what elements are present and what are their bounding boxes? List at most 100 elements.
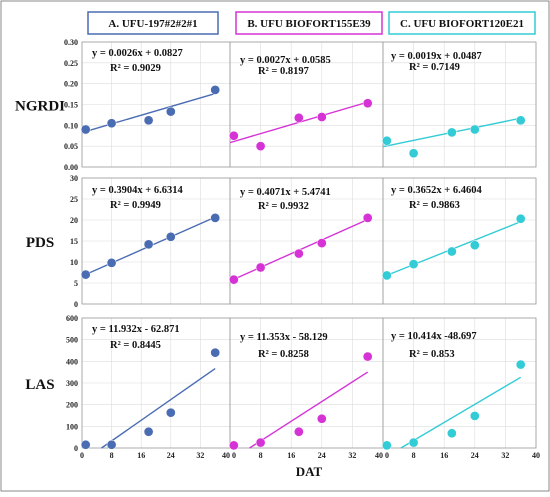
- r-squared-label: R² = 0.8258: [258, 349, 309, 360]
- r-squared-label: R² = 0.9863: [409, 200, 460, 211]
- y-tick-label: 100: [66, 422, 78, 431]
- y-tick-label: 30: [70, 174, 78, 183]
- y-tick-label: 25: [70, 195, 78, 204]
- data-point: [294, 112, 304, 123]
- regression-equation: y = 0.0026x + 0.0827: [92, 48, 183, 59]
- data-point: [106, 118, 117, 129]
- data-point: [143, 426, 154, 437]
- y-tick-label: 200: [66, 401, 78, 410]
- column-header-title-2: B. UFU BIOFORT155E39: [247, 18, 371, 30]
- data-point: [381, 270, 392, 281]
- regression-equation: y = 0.3652x + 6.4604: [391, 185, 482, 196]
- r-squared-label: R² = 0.853: [409, 349, 455, 360]
- row-label-las: LAS: [25, 377, 54, 393]
- data-point: [469, 124, 480, 135]
- x-tick-label: 0: [80, 451, 84, 460]
- data-point: [294, 426, 304, 437]
- x-tick-label: 32: [348, 451, 356, 460]
- data-point: [80, 269, 91, 280]
- x-tick-label: 24: [471, 451, 479, 460]
- regression-equation: y = 0.3904x + 6.6314: [92, 185, 183, 196]
- data-point: [447, 428, 457, 439]
- y-tick-label: 5: [74, 279, 78, 288]
- x-tick-label: 40: [532, 451, 540, 460]
- y-tick-label: 0.00: [64, 163, 78, 172]
- row-label-ngrdi: NGRDI: [15, 99, 65, 115]
- data-point: [362, 351, 373, 362]
- r-squared-label: R² = 0.7149: [409, 62, 460, 73]
- x-axis-label: DAT: [296, 464, 323, 479]
- data-point: [408, 437, 419, 448]
- panel-frame: [382, 317, 537, 449]
- r-squared-label: R² = 0.9949: [110, 200, 161, 211]
- x-tick-label: 24: [167, 451, 175, 460]
- data-point: [80, 439, 91, 450]
- data-point: [515, 213, 526, 224]
- data-point: [447, 246, 457, 257]
- trend-line: [101, 367, 216, 449]
- y-tick-label: 600: [66, 314, 78, 323]
- row-label-pds: PDS: [26, 235, 54, 251]
- data-point: [210, 213, 221, 223]
- x-tick-label: 8: [110, 451, 114, 460]
- x-tick-label: 32: [501, 451, 509, 460]
- y-tick-label: 400: [66, 357, 78, 366]
- r-squared-label: R² = 0.9932: [258, 201, 309, 212]
- data-point: [316, 112, 327, 122]
- regression-equation: y = 10.414x -48.697: [391, 331, 477, 342]
- y-tick-label: 0.25: [64, 59, 78, 68]
- y-tick-label: 500: [66, 336, 78, 345]
- data-point: [316, 413, 327, 424]
- data-point: [165, 106, 176, 117]
- data-point: [362, 213, 373, 223]
- y-tick-label: 0.20: [64, 80, 78, 89]
- data-point: [469, 411, 480, 421]
- column-header-box-1: [87, 11, 219, 35]
- column-header-title-3: C. UFU BIOFORT120E21: [400, 18, 524, 30]
- data-point: [255, 262, 266, 273]
- regression-equation: y = 11.353x - 58.129: [240, 332, 328, 343]
- data-point: [381, 440, 392, 451]
- column-header-box-3: [388, 11, 536, 35]
- r-squared-label: R² = 0.8445: [110, 340, 161, 351]
- data-point: [255, 437, 266, 448]
- data-point: [408, 259, 419, 269]
- data-point: [143, 115, 154, 126]
- panel-frame: [382, 41, 537, 168]
- y-tick-label: 0.10: [64, 121, 78, 130]
- y-tick-label: 0.30: [64, 38, 78, 47]
- x-tick-label: 0: [232, 451, 236, 460]
- data-point: [515, 115, 526, 126]
- y-tick-label: 10: [70, 258, 78, 267]
- data-point: [80, 124, 91, 135]
- trend-line: [249, 371, 369, 449]
- data-point: [106, 439, 117, 450]
- data-point: [469, 240, 480, 251]
- regression-equation: y = 0.0027x + 0.0585: [240, 55, 331, 66]
- data-point: [381, 135, 392, 146]
- column-header-title-1: A. UFU-197#2#2#1: [108, 18, 197, 30]
- x-tick-label: 16: [287, 451, 295, 460]
- y-tick-label: 300: [66, 379, 78, 388]
- regression-equation: y = 11.932x - 62.871: [92, 324, 180, 335]
- data-point: [210, 347, 221, 358]
- data-point: [408, 148, 419, 159]
- y-tick-label: 20: [70, 216, 78, 225]
- data-point: [165, 407, 176, 418]
- x-tick-label: 8: [259, 451, 263, 460]
- y-tick-label: 0.05: [64, 142, 78, 151]
- x-tick-label: 24: [318, 451, 326, 460]
- x-tick-label: 0: [385, 451, 389, 460]
- data-point: [210, 85, 221, 95]
- y-tick-label: 0: [74, 300, 78, 309]
- panel-frame: [382, 177, 537, 305]
- data-point: [294, 248, 304, 259]
- x-tick-label: 8: [412, 451, 416, 460]
- data-point: [447, 127, 457, 138]
- regression-equation: y = 0.0019x + 0.0487: [391, 51, 482, 62]
- data-point: [228, 130, 239, 141]
- x-tick-label: 16: [440, 451, 448, 460]
- x-tick-label: 16: [137, 451, 145, 460]
- column-header-box-2: [235, 11, 383, 35]
